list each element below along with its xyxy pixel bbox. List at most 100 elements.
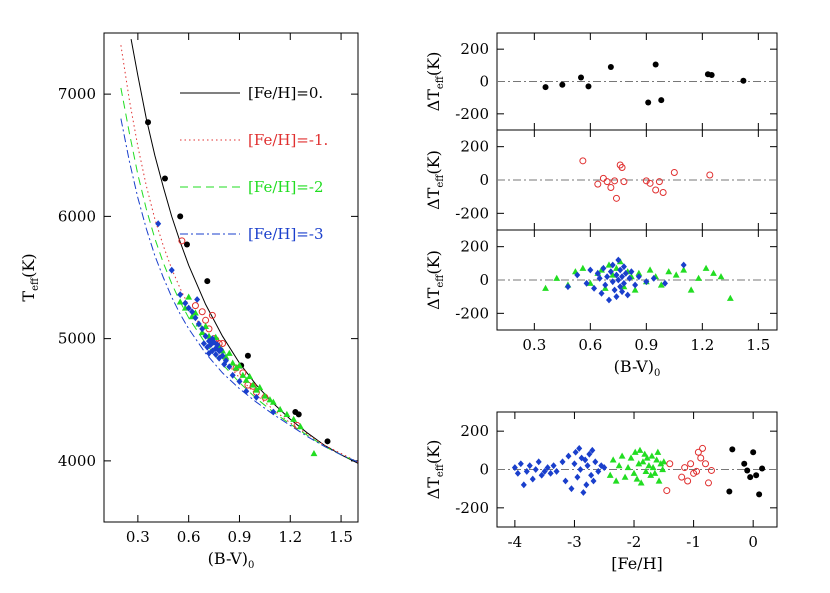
data-point-fe-3 [583, 279, 590, 287]
data-point-fe-2 [651, 469, 659, 476]
data-point-fe-3 [613, 271, 620, 279]
data-point-fe0 [756, 491, 763, 498]
x-axis-title-sub: 0 [654, 368, 660, 379]
data-point-fe-2 [643, 454, 651, 461]
data-point-fe0 [183, 241, 190, 248]
data-point-fe-3 [574, 473, 581, 481]
x-tick-label: 0.3 [126, 528, 150, 546]
data-point-fe-3 [571, 460, 578, 468]
data-point-fe-2 [660, 458, 668, 465]
data-point-fe0 [726, 488, 733, 495]
data-point-fe0 [161, 175, 168, 182]
y-axis-title: ΔTeff(K) [424, 250, 446, 310]
data-point-fe-3 [216, 354, 223, 362]
data-point-fe-3 [270, 408, 277, 416]
data-point-fe-3 [628, 268, 635, 276]
data-point-fe-3 [601, 464, 608, 471]
plot-frame [103, 32, 359, 523]
data-point-fe-2 [256, 383, 264, 391]
data-point-fe-3 [194, 296, 201, 303]
data-point-fe-2 [176, 298, 184, 305]
data-point-fe-3 [582, 456, 589, 464]
residual-vs-feh-panel: 200 0 -200 -4 -3 -2 -1 0 ΔTeff(K) [Fe/H] [424, 411, 778, 573]
data-point-fe-2 [606, 471, 614, 478]
x-tick-label: 0.6 [578, 336, 602, 354]
data-point-fe-1 [699, 444, 707, 452]
x-tick-label: -4 [508, 533, 523, 551]
x-tick-label: 0.6 [177, 528, 201, 546]
data-point-fe-2 [276, 405, 284, 413]
x-axis-title-main: (B-V) [614, 357, 654, 376]
data-point-fe-2 [657, 281, 665, 288]
data-point-fe0 [747, 474, 754, 481]
data-point-fe-1 [208, 311, 216, 319]
data-point-fe-2 [631, 448, 639, 455]
y-axis-title: ΔTeff(K) [424, 150, 446, 210]
data-point-fe-2 [631, 286, 639, 293]
y-tick-label: 200 [460, 238, 489, 256]
data-point-fe-1 [612, 194, 620, 202]
data-point-fe-3 [617, 283, 624, 291]
data-point-fe0 [578, 74, 584, 81]
data-point-fe-2 [236, 361, 243, 369]
x-axis-title: (B-V)0 [614, 357, 661, 379]
data-point-fe-3 [619, 273, 626, 281]
data-point-fe0 [585, 83, 592, 90]
x-tick-label: 1.5 [746, 336, 770, 354]
data-point-fe-3 [602, 281, 609, 289]
data-point-fe-3 [204, 343, 211, 351]
data-point-fe-2 [297, 423, 304, 430]
x-axis-title: (B-V)0 [208, 549, 255, 571]
data-point-fe-1 [666, 460, 674, 468]
data-point-fe-2 [641, 450, 649, 457]
data-point-fe-2 [726, 294, 734, 301]
data-point-fe-2 [687, 286, 695, 293]
data-point-fe-3 [202, 332, 209, 340]
y-tick-label: 0 [479, 271, 489, 289]
data-point-fe-1 [202, 316, 210, 324]
data-point-fe-3 [544, 464, 551, 471]
data-point-fe-3 [212, 351, 219, 358]
data-point-fe-3 [214, 341, 221, 349]
data-point-fe-2 [655, 477, 663, 484]
y-axis-title-main: ΔT [424, 187, 443, 210]
data-point-fe0 [753, 472, 760, 479]
y-tick-label: 200 [460, 40, 489, 58]
x-tick-label: -1 [686, 533, 701, 551]
data-point-fe-3 [662, 279, 668, 287]
data-point-fe-3 [606, 296, 612, 304]
data-point-fe-2 [283, 410, 291, 418]
data-point-fe-3 [217, 346, 224, 354]
data-point-fe-3 [517, 460, 524, 468]
y-axis-title-main: ΔT [424, 89, 443, 112]
x-tick-label: 0.3 [522, 336, 546, 354]
x-axis-title: [Fe/H] [611, 554, 663, 573]
y-axis-title-sub: eff [435, 463, 446, 477]
data-point-fe-1 [191, 302, 199, 310]
data-point-fe-2 [654, 448, 662, 455]
data-point-fe-1 [178, 237, 186, 245]
data-point-fe-3 [564, 283, 571, 291]
data-point-fe-2 [310, 449, 318, 457]
data-point-fe-1 [198, 308, 206, 316]
data-point-fe-3 [615, 276, 622, 284]
data-point-fe-2 [633, 475, 641, 482]
y-axis-title-suffix: (K) [424, 440, 443, 464]
data-point-fe0 [652, 61, 659, 68]
data-point-fe-3 [572, 448, 579, 456]
data-point-fe-3 [600, 264, 607, 272]
data-point-fe-3 [229, 371, 236, 379]
data-point-fe-3 [680, 261, 687, 269]
data-point-fe0 [295, 411, 302, 418]
data-point-fe-3 [620, 263, 627, 271]
data-point-fe-2 [639, 458, 647, 465]
data-point-fe-3 [609, 261, 616, 269]
data-point-fe-3 [226, 363, 233, 371]
data-point-fe-3 [607, 268, 614, 276]
data-point-fe0 [324, 438, 331, 445]
y-tick-label: 5000 [58, 330, 96, 348]
data-point-fe-1 [663, 487, 671, 495]
y-tick-label: 7000 [58, 85, 96, 103]
data-point-fe-2 [648, 452, 656, 459]
